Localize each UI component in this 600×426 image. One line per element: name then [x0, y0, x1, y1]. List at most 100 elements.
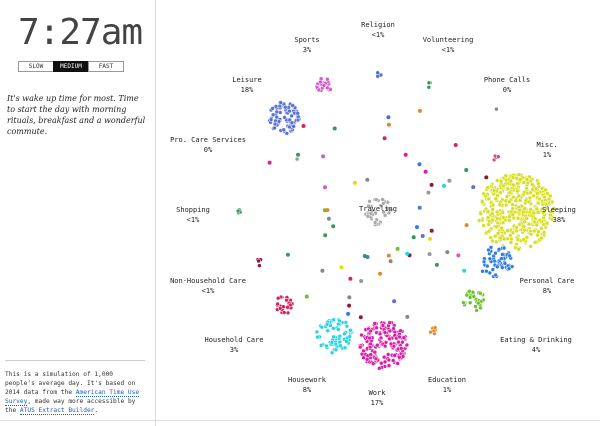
sleeping-dot	[543, 187, 548, 193]
sleeping-dot	[530, 187, 535, 192]
housework-dot	[315, 334, 320, 340]
speed-medium-button[interactable]: MEDIUM	[53, 61, 89, 72]
traveling-dot	[427, 252, 432, 257]
traveling-dot	[428, 236, 432, 241]
housework-dot	[331, 334, 336, 340]
sleeping-dot	[503, 173, 509, 179]
sleeping-dot	[505, 186, 511, 191]
sleeping-dot	[487, 218, 492, 224]
leisure-dot	[287, 124, 292, 130]
personal-care-dot	[485, 263, 490, 269]
speed-control: SLOW MEDIUM FAST	[18, 61, 124, 72]
housework-dot	[331, 326, 336, 331]
work-dot	[364, 357, 370, 362]
work-dot	[398, 328, 403, 333]
footer-text: This is a simulation of 1,000 people's a…	[5, 371, 136, 396]
sleeping-dot	[539, 226, 544, 231]
personal-care-dot	[495, 264, 500, 270]
sleeping-dot	[515, 237, 521, 242]
work-dot	[367, 335, 372, 341]
sleeping-dot	[544, 221, 550, 226]
traveling-dot	[325, 208, 330, 213]
sleeping-dot	[549, 216, 555, 222]
traveling-dot	[347, 295, 352, 300]
traveling-dot	[386, 253, 391, 258]
sleeping-dot	[498, 178, 504, 184]
traveling-dot	[395, 246, 400, 251]
leisure-dot	[289, 113, 294, 119]
activity-label-shopping: Shopping <1%	[176, 205, 210, 225]
eating-drinking-dot	[464, 292, 470, 298]
household-care-dot	[275, 295, 281, 301]
sleeping-dot	[549, 199, 555, 205]
traveling-dot	[372, 220, 378, 225]
traveling-dot	[417, 162, 422, 167]
housework-dot	[337, 333, 343, 339]
footer-text-3: .	[94, 407, 99, 414]
sleeping-dot	[534, 222, 539, 228]
activity-name: Eating & Drinking	[500, 336, 572, 344]
personal-care-dot	[501, 245, 507, 251]
sleeping-dot	[483, 206, 489, 212]
work-dot	[395, 361, 400, 366]
sleeping-dot	[507, 218, 512, 223]
footer-text-2: , made way more accessible by the	[5, 398, 136, 414]
sleeping-dot	[537, 196, 542, 202]
leisure-dot	[278, 100, 283, 105]
sleeping-dot	[491, 188, 497, 193]
sleeping-dot	[541, 210, 546, 215]
sleeping-dot	[526, 199, 532, 205]
housework-dot	[331, 317, 336, 322]
work-dot	[398, 346, 404, 351]
personal-care-dot	[493, 250, 498, 256]
traveling-dot	[403, 152, 408, 157]
sleeping-dot	[522, 206, 527, 211]
work-dot	[401, 335, 407, 340]
traveling-dot	[301, 124, 306, 128]
traveling-dot	[381, 201, 386, 206]
work-dot	[387, 336, 392, 342]
work-dot	[391, 343, 397, 349]
housework-dot	[329, 350, 335, 355]
activity-label-household-care: Household Care 3%	[204, 335, 263, 355]
sleeping-dot	[530, 182, 535, 187]
traveling-dot	[405, 314, 410, 319]
activity-percent: 38%	[552, 216, 566, 224]
housework-dot	[324, 322, 330, 327]
activity-name: Phone Calls	[483, 76, 531, 84]
sleeping-dot	[507, 199, 512, 204]
traveling-dot	[332, 126, 337, 131]
housework-dot	[337, 339, 343, 345]
traveling-dot	[471, 185, 476, 190]
work-dot	[400, 354, 406, 359]
work-dot	[372, 321, 378, 326]
sleeping-dot	[493, 196, 498, 202]
speed-slow-button[interactable]: SLOW	[18, 61, 54, 72]
household-care-dot	[285, 305, 290, 310]
activity-name: Volunteering	[422, 36, 474, 44]
work-dot	[380, 323, 386, 328]
traveling-dot	[462, 268, 467, 273]
traveling-dot	[415, 225, 419, 230]
sleeping-dot	[536, 210, 541, 215]
atus-link[interactable]: American Time Use Survey	[5, 389, 140, 406]
sleeping-dot	[528, 207, 533, 212]
traveling-dot	[423, 169, 428, 174]
time-display: 7:27am	[18, 12, 143, 53]
speed-fast-button[interactable]: FAST	[88, 61, 124, 72]
activity-label-misc: Misc. 1%	[536, 140, 557, 160]
household-care-dot	[275, 301, 280, 307]
leisure-dot	[284, 131, 290, 136]
sleeping-dot	[522, 227, 527, 233]
personal-care-dot	[502, 261, 508, 266]
traveling-dot	[380, 197, 385, 202]
eating-drinking-dot	[478, 291, 483, 296]
sleeping-dot	[493, 233, 498, 239]
sleeping-dot	[536, 181, 541, 186]
religion-dot	[375, 70, 380, 76]
leisure-dot	[278, 110, 283, 115]
atus-extract-builder-link[interactable]: ATUS Extract Builder	[19, 407, 95, 415]
shopping-dot	[235, 208, 241, 214]
activity-label-sleeping: Sleeping 38%	[542, 205, 576, 225]
sleeping-dot	[490, 202, 496, 208]
